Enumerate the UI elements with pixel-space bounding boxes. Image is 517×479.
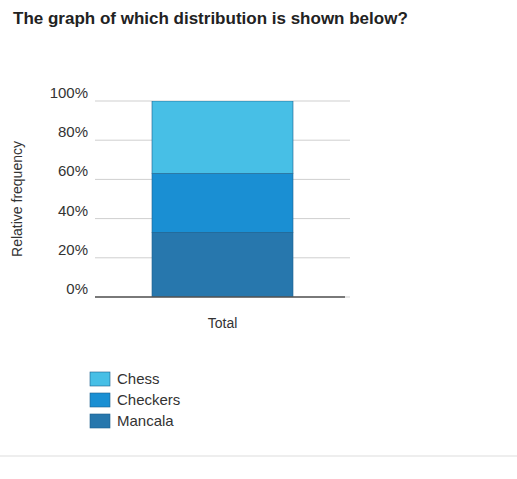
legend-label: Mancala (117, 412, 174, 429)
legend-label: Checkers (117, 391, 180, 408)
grid-line (95, 297, 350, 298)
x-axis-line (95, 296, 345, 298)
y-tick-label: 80% (58, 123, 88, 140)
legend-swatch (90, 393, 110, 407)
y-tick-label: 40% (58, 202, 88, 219)
legend-label: Chess (117, 370, 160, 387)
y-tick-label: 100% (50, 84, 88, 101)
bar-segment (152, 174, 293, 233)
y-axis-label: Relative frequency (9, 141, 25, 257)
separator (0, 456, 517, 457)
bars (152, 101, 293, 297)
y-tick-label: 0% (66, 280, 88, 297)
y-tick-label: 20% (58, 241, 88, 258)
legend-swatch (90, 414, 110, 428)
y-tick-label: 60% (58, 162, 88, 179)
legend-swatch (90, 372, 110, 386)
x-tick-label: Total (208, 315, 238, 331)
bar-segment (152, 232, 293, 297)
title: The graph of which distribution is shown… (13, 9, 408, 28)
bar-segment (152, 101, 293, 174)
